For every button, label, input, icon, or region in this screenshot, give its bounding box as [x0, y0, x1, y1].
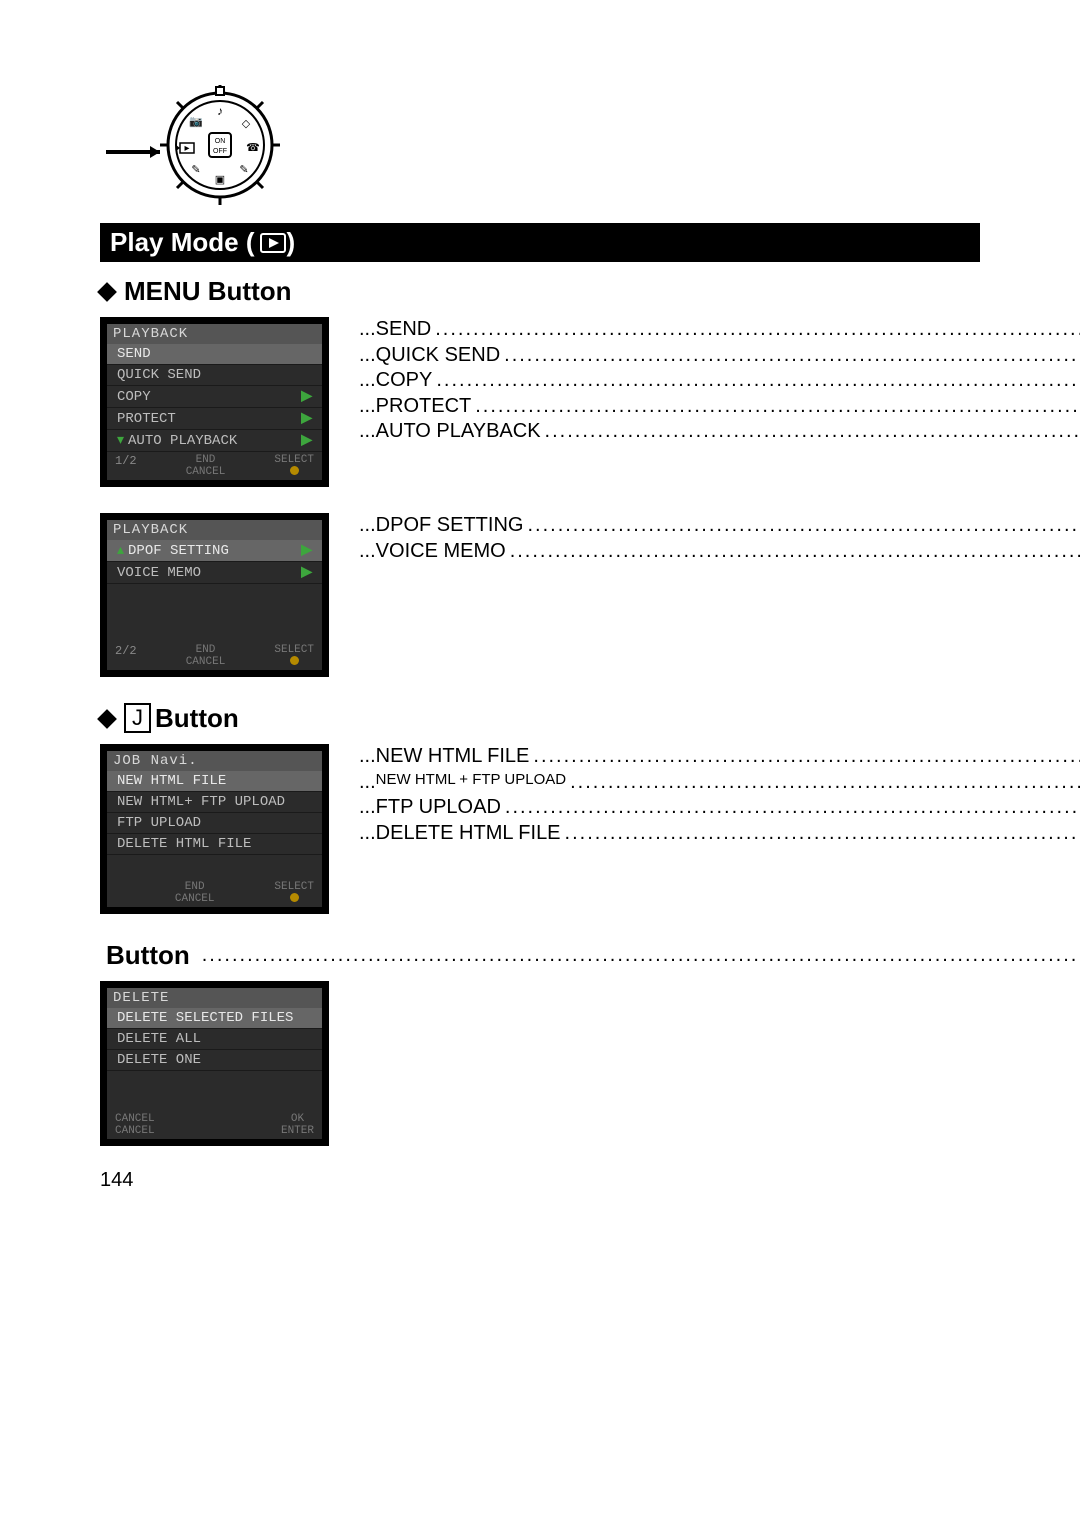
index-entry: ... DPOF SETTING Camera P.96: [359, 513, 1080, 539]
index-entry: ... VOICE MEMO Camera P.102: [359, 539, 1080, 565]
lcd3-footer: ENDCANCEL SELECT: [107, 879, 322, 907]
menu-button-heading: MENU Button: [100, 276, 980, 307]
mode-dial-svg: ♪ ◇ ☎ ✎ ▣ ✎ ▸ 📷 ON OFF: [100, 80, 300, 210]
play-mode-title-bar: Play Mode (): [100, 223, 980, 262]
mode-dial-figure: ♪ ◇ ☎ ✎ ▣ ✎ ▸ 📷 ON OFF: [100, 80, 980, 215]
lcd2-foot-select: SELECT: [274, 644, 314, 656]
lcd-menu-item: FTP UPLOAD: [107, 813, 322, 834]
menu-list-2: ... DPOF SETTING Camera P.96... VOICE ME…: [359, 513, 1080, 564]
index-entry: ... AUTO PLAYBACK Camera P.95: [359, 419, 1080, 445]
lcd-menu-item: ▴DPOF SETTING▶: [107, 540, 322, 562]
lcd4-title: DELETE: [107, 988, 322, 1008]
j-button-heading-text: Button: [155, 703, 239, 733]
lcd-playback-1: PLAYBACK SENDQUICK SENDCOPY▶PROTECT▶▾AUT…: [100, 317, 329, 487]
svg-text:📷: 📷: [189, 116, 203, 128]
svg-text:◇: ◇: [242, 118, 251, 130]
page-number: 144: [100, 1169, 133, 1192]
svg-text:ON: ON: [215, 138, 226, 145]
lcd2-foot-page: 2/2: [115, 644, 137, 668]
lcd-delete: DELETE DELETE SELECTED FILESDELETE ALLDE…: [100, 981, 329, 1146]
lcd-menu-item: COPY▶: [107, 386, 322, 408]
lcd2-foot-end: END: [196, 644, 216, 656]
lcd-menu-item: VOICE MEMO▶: [107, 562, 322, 584]
j-letter-box: J: [124, 703, 151, 733]
j-button-heading: JButton: [100, 703, 980, 734]
lcd-menu-item: QUICK SEND: [107, 365, 322, 386]
index-entry: ... NEW HTML FILE Communication/Internet…: [359, 744, 1080, 770]
lcd-menu-item: SEND: [107, 344, 322, 365]
lcd1-foot-select: SELECT: [274, 454, 314, 466]
lcd4-foot-cancel-l: CANCEL: [115, 1113, 155, 1125]
lcd3-foot-dot: [290, 893, 299, 902]
lcd1-footer: 1/2 ENDCANCEL SELECT: [107, 452, 322, 480]
lcd1-foot-end: END: [196, 454, 216, 466]
index-entry: ... DELETE HTML FILE Communication/Inter…: [359, 821, 1080, 847]
index-entry: ... QUICK SEND Communication/Internet P.…: [359, 343, 1080, 369]
j-list: ... NEW HTML FILE Communication/Internet…: [359, 744, 1080, 846]
diamond-icon: [97, 709, 117, 729]
menu-list-1: ... SEND Communication/Internet P.70, 73…: [359, 317, 1080, 445]
index-entry: ... PROTECT Camera P.92: [359, 394, 1080, 420]
lcd3-foot-select: SELECT: [274, 881, 314, 893]
lcd2-foot-cancel: CANCEL: [186, 656, 226, 668]
index-entry: ... NEW HTML + FTP UPLOAD Communication/…: [359, 770, 1080, 796]
play-icon: [260, 233, 286, 253]
lcd4-foot-cancel-s: CANCEL: [115, 1125, 155, 1137]
lcd1-foot-cancel: CANCEL: [186, 466, 226, 478]
lcd2-footer: 2/2 ENDCANCEL SELECT: [107, 642, 322, 670]
lcd2-foot-dot: [290, 656, 299, 665]
lcd1-title: PLAYBACK: [107, 324, 322, 344]
svg-text:▣: ▣: [215, 174, 225, 186]
trash-button-text: Button: [106, 940, 190, 971]
lcd-playback-2: PLAYBACK ▴DPOF SETTING▶VOICE MEMO▶ 2/2 E…: [100, 513, 329, 677]
lcd-menu-item: DELETE ONE: [107, 1050, 322, 1071]
lcd-menu-item: NEW HTML FILE: [107, 771, 322, 792]
index-entry: ... SEND Communication/Internet P.70, 73: [359, 317, 1080, 343]
index-entry: ... FTP UPLOAD Communication/Internet P.…: [359, 795, 1080, 821]
play-mode-title-text: Play Mode (: [110, 227, 254, 257]
svg-text:♪: ♪: [217, 104, 223, 118]
svg-text:☎: ☎: [246, 142, 260, 154]
svg-text:OFF: OFF: [213, 148, 227, 155]
svg-text:✎: ✎: [191, 164, 200, 176]
svg-text:✎: ✎: [239, 164, 248, 176]
menu-button-heading-text: MENU Button: [124, 276, 292, 306]
lcd-menu-item: DELETE SELECTED FILES: [107, 1008, 322, 1029]
lcd-menu-item: NEW HTML+ FTP UPLOAD: [107, 792, 322, 813]
lcd3-title: JOB Navi.: [107, 751, 322, 771]
lcd-menu-item: DELETE HTML FILE: [107, 834, 322, 855]
lcd1-foot-page: 1/2: [115, 454, 137, 478]
lcd3-foot-end: END: [185, 881, 205, 893]
lcd1-foot-dot: [290, 466, 299, 475]
index-entry: ... COPY Camera P.88: [359, 368, 1080, 394]
trash-button-heading: Button Deleting Camera P.103: [100, 940, 980, 971]
lcd-menu-item: ▾AUTO PLAYBACK▶: [107, 430, 322, 452]
lcd-jobnavi: JOB Navi. NEW HTML FILENEW HTML+ FTP UPL…: [100, 744, 329, 914]
lcd4-footer: CANCELCANCEL OKENTER: [107, 1111, 322, 1139]
lcd4-foot-enter: ENTER: [281, 1125, 314, 1137]
lcd-menu-item: DELETE ALL: [107, 1029, 322, 1050]
lcd3-foot-cancel: CANCEL: [175, 893, 215, 905]
diamond-icon: [97, 282, 117, 302]
play-mode-title-suffix: ): [286, 227, 295, 257]
lcd-menu-item: PROTECT▶: [107, 408, 322, 430]
lcd2-title: PLAYBACK: [107, 520, 322, 540]
lcd4-foot-ok: OK: [291, 1113, 304, 1125]
